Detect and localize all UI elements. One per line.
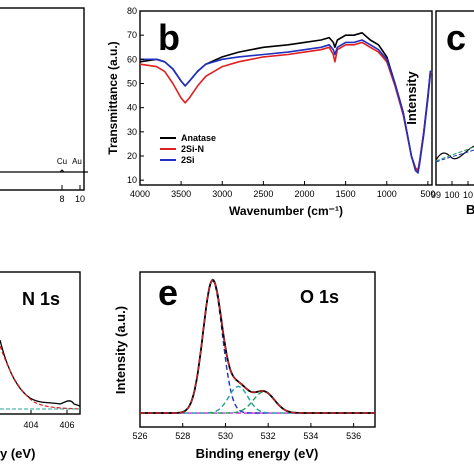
panel-d-xtick-label: 406 [59,420,74,430]
panel-e-xtick-label: 526 [132,431,147,441]
panel-c-frame [435,10,474,186]
panel-b-ytick-label: 60 [127,54,137,64]
panel-e-component-3 [209,391,320,414]
panel-a-peak-label: Au [72,157,82,166]
panel-b-ylabel: Transmittance (a.u.) [106,41,120,154]
panel-b-ytick-label: 30 [127,127,137,137]
panel-b-legend-label: 2Si-N [181,144,204,154]
panel-e-ylabel: Intensity (a.u.) [113,306,128,394]
panel-b-xtick-label: 2500 [253,189,273,199]
panel-b-xtick-label: 3000 [212,189,232,199]
panel-c-spectrum [435,145,474,161]
panel-b-legend-label: Anatase [181,133,216,143]
panel-b-xtick-label: 3500 [171,189,191,199]
panel-c-xtick-label: 10 [463,190,473,200]
panel-b-ytick-label: 20 [127,151,137,161]
panel-b-ytick-label: 10 [127,175,137,185]
panel-a: 8 10 Cu Au [0,7,88,204]
panel-e: 526 528 530 532 534 536 e O 1s Binding energy… [113,271,376,461]
panel-d-frame [0,271,81,415]
panel-e-label: e [158,272,178,313]
panel-b-legend-label: 2Si [181,155,195,165]
panel-c: c Intensity 99 100 10 B [404,10,474,217]
panel-b-xtick-label: 500 [420,189,435,199]
panel-d-title: N 1s [22,289,60,309]
panel-b-series-2si-n [139,41,433,172]
panel-d-xlabel-fragment: y (eV) [0,446,35,461]
panel-c-ylabel: Intensity [404,71,419,125]
panel-b-xtick-label: 1000 [377,189,397,199]
panel-b-xlabel: Wavenumber (cm⁻¹) [229,204,343,218]
panel-b-xtick-label: 2000 [294,189,314,199]
panel-e-frame [139,271,376,428]
panel-d-spectrum [0,339,81,407]
panel-b-label: b [158,17,180,58]
panel-a-xtick-label: 10 [75,194,85,204]
panel-e-xtick-label: 536 [346,431,361,441]
panel-b-ytick-label: 40 [127,103,137,113]
panel-c-fit-green [435,146,474,162]
panel-b-ytick-label: 80 [127,6,137,16]
panel-c-xtick-label: 99 [431,190,441,200]
panel-b-xtick-label: 1500 [336,189,356,199]
panel-b: 4000 3500 3000 2500 2000 1500 1000 500 10 20 30 40… [106,6,435,218]
panel-a-peak-label: Cu [57,157,67,166]
panel-e-xtick-label: 532 [261,431,276,441]
panel-c-label: c [446,17,466,58]
panel-d-xtick-label: 404 [23,420,38,430]
panel-d-fit [0,345,81,410]
panel-e-xlabel: Binding energy (eV) [196,446,319,461]
panel-b-ytick-label: 70 [127,30,137,40]
panel-a-xtick-label: 8 [59,194,64,204]
panel-e-component-2 [183,385,294,414]
panel-e-title: O 1s [300,287,339,307]
panel-a-spectrum [0,169,88,173]
panel-d: N 1s 404 406 y (eV) [0,271,81,461]
panel-a-frame [0,7,85,191]
panel-e-data [140,278,375,414]
panel-c-fit-blue [435,149,474,163]
panel-b-frame [139,10,433,186]
panel-b-series-2si [140,39,432,174]
panel-e-xtick-label: 528 [175,431,190,441]
panel-c-xtick-label: 100 [444,190,459,200]
panel-b-ytick-label: 50 [127,79,137,89]
panel-b-xtick-label: 4000 [130,189,150,199]
panel-c-xlabel-fragment: B [466,202,474,217]
panel-e-xtick-label: 534 [303,431,318,441]
panel-e-xtick-label: 530 [218,431,233,441]
